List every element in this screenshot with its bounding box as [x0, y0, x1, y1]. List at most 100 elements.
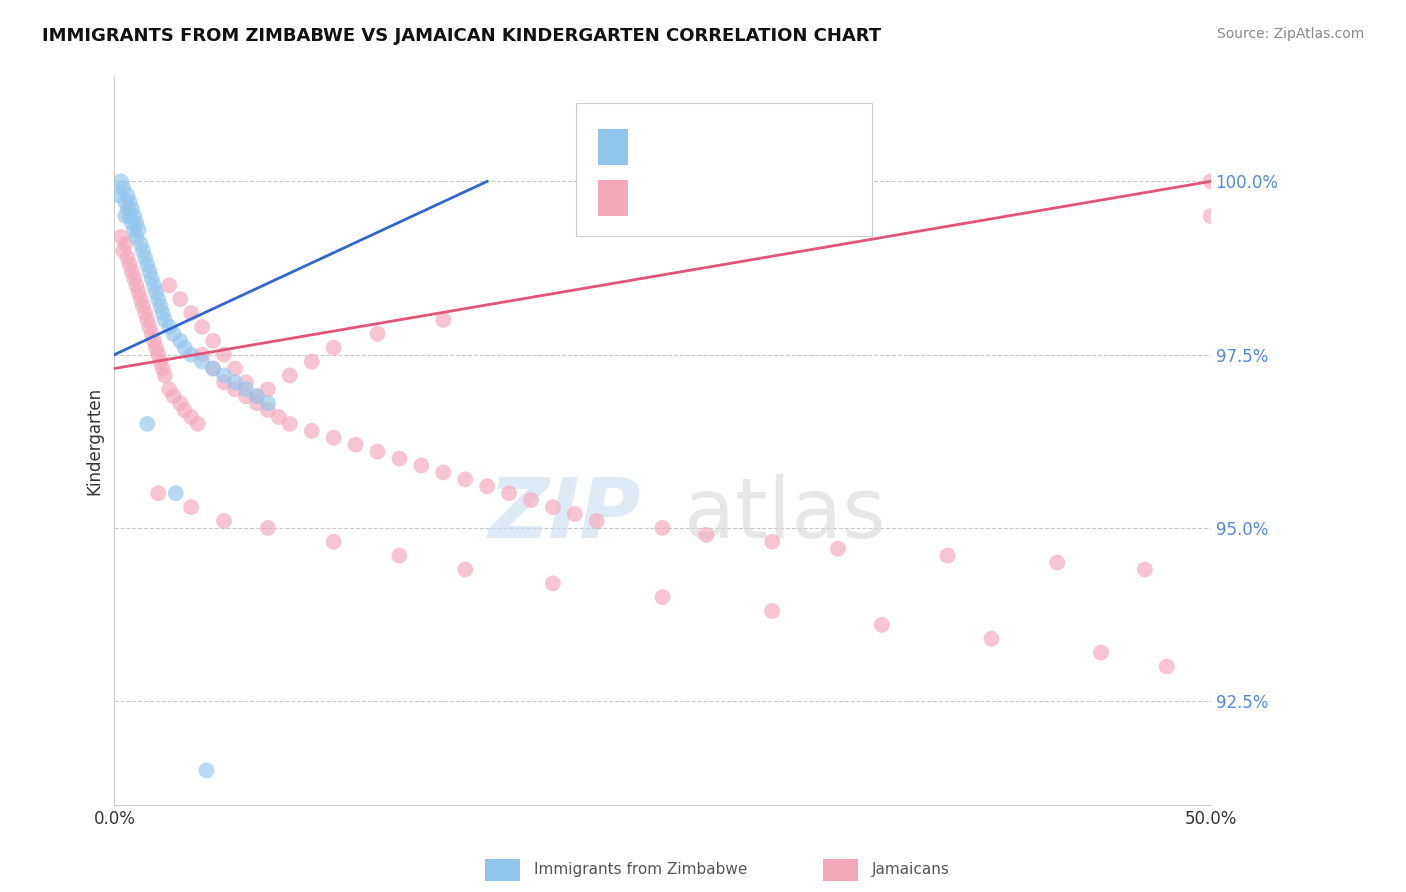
Point: [118, 195, 141, 210]
Point: [212, 348, 235, 362]
Point: [117, 202, 139, 216]
Point: [162, 326, 184, 341]
Point: [141, 271, 163, 285]
Text: Jamaicans: Jamaicans: [872, 863, 949, 877]
Point: [180, 500, 202, 514]
Point: [520, 493, 543, 508]
Point: [1199, 174, 1222, 188]
Text: Source: ZipAtlas.com: Source: ZipAtlas.com: [1216, 27, 1364, 41]
Point: [366, 326, 388, 341]
Point: [125, 278, 148, 293]
Point: [122, 223, 145, 237]
Point: [112, 244, 135, 258]
Point: [388, 451, 411, 466]
Point: [134, 306, 156, 320]
Point: [180, 306, 202, 320]
Point: [235, 376, 257, 390]
Point: [128, 223, 150, 237]
Point: [157, 278, 180, 293]
Point: [191, 319, 214, 334]
Point: [475, 479, 498, 493]
Point: [107, 188, 129, 202]
Y-axis label: Kindergarten: Kindergarten: [86, 387, 103, 495]
Point: [541, 500, 564, 514]
Point: [246, 389, 269, 403]
Point: [564, 507, 586, 521]
Point: [129, 292, 152, 306]
Text: Immigrants from Zimbabwe: Immigrants from Zimbabwe: [534, 863, 748, 877]
Point: [235, 389, 257, 403]
Point: [432, 466, 454, 480]
Point: [278, 368, 301, 383]
Point: [267, 409, 290, 424]
Point: [366, 444, 388, 458]
Text: ZIP: ZIP: [488, 474, 641, 555]
Point: [278, 417, 301, 431]
Point: [322, 431, 344, 445]
Point: [1199, 209, 1222, 223]
Point: [148, 486, 170, 500]
Point: [191, 348, 214, 362]
Point: [134, 251, 156, 265]
Point: [117, 188, 139, 202]
Point: [149, 299, 172, 313]
Point: [173, 403, 195, 417]
Point: [388, 549, 411, 563]
Point: [153, 313, 176, 327]
Point: [761, 604, 783, 618]
Point: [761, 534, 783, 549]
Point: [202, 361, 225, 376]
Point: [257, 403, 280, 417]
Point: [153, 368, 176, 383]
Point: [1090, 646, 1112, 660]
Point: [695, 528, 717, 542]
Point: [173, 341, 195, 355]
Point: [121, 264, 143, 278]
Point: [118, 258, 141, 272]
Point: [121, 216, 143, 230]
Point: [136, 313, 159, 327]
Point: [169, 292, 191, 306]
Point: [136, 417, 159, 431]
Point: [142, 334, 165, 348]
Point: [1156, 659, 1178, 673]
Point: [136, 258, 159, 272]
Point: [141, 326, 163, 341]
Point: [246, 396, 269, 410]
Point: [235, 382, 257, 396]
Point: [1133, 562, 1156, 576]
Point: [138, 264, 160, 278]
Point: [132, 299, 155, 313]
Point: [541, 576, 564, 591]
Point: [651, 590, 673, 604]
Point: [257, 521, 280, 535]
Point: [180, 348, 202, 362]
Point: [169, 334, 191, 348]
Point: [152, 361, 174, 376]
Point: [148, 292, 170, 306]
Point: [112, 181, 135, 195]
Point: [165, 486, 187, 500]
Point: [195, 764, 218, 778]
Point: [202, 334, 225, 348]
Point: [125, 216, 148, 230]
Point: [454, 472, 477, 486]
Point: [322, 341, 344, 355]
Text: IMMIGRANTS FROM ZIMBABWE VS JAMAICAN KINDERGARTEN CORRELATION CHART: IMMIGRANTS FROM ZIMBABWE VS JAMAICAN KIN…: [42, 27, 882, 45]
Point: [870, 618, 893, 632]
Point: [980, 632, 1002, 646]
Point: [432, 313, 454, 327]
Point: [148, 348, 170, 362]
Point: [145, 341, 167, 355]
Point: [132, 244, 155, 258]
Point: [149, 354, 172, 368]
Point: [114, 209, 136, 223]
Point: [121, 202, 143, 216]
Point: [212, 376, 235, 390]
Point: [142, 278, 165, 293]
Point: [191, 354, 214, 368]
Point: [110, 174, 132, 188]
Text: R = 0.394   N = 85: R = 0.394 N = 85: [637, 171, 821, 189]
Point: [1046, 556, 1069, 570]
Point: [117, 251, 139, 265]
